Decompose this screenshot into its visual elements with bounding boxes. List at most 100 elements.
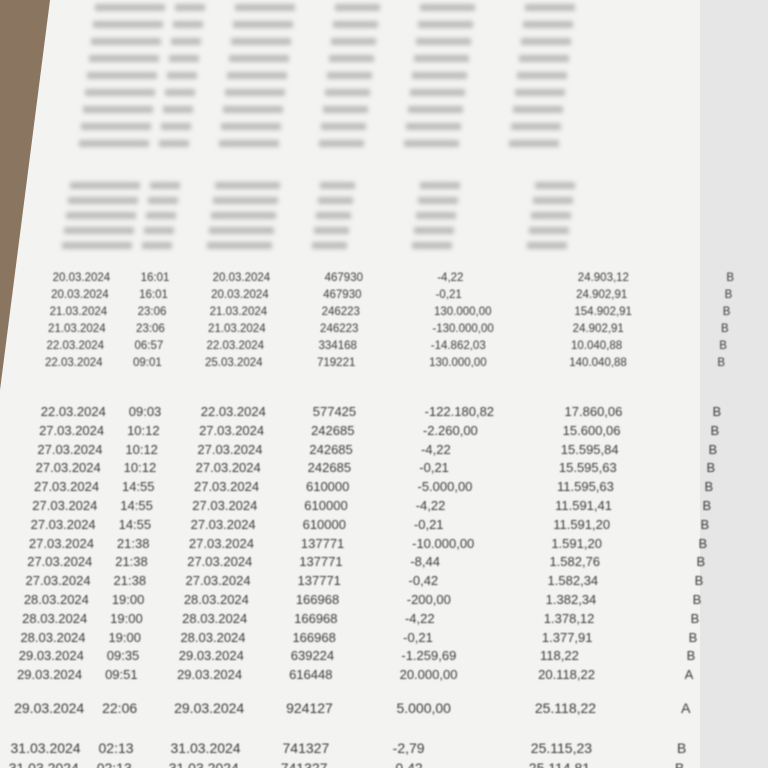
reference: 616448: [289, 667, 333, 683]
balance: 20.118,22: [538, 667, 595, 683]
blur-text: [223, 106, 283, 113]
blur-text: [414, 227, 454, 234]
booking-date: 28.03.2024: [22, 610, 88, 626]
balance: 1.377,91: [541, 629, 593, 645]
balance: 24.903,12: [577, 272, 629, 284]
blur-text: [521, 38, 571, 45]
blur-text: [68, 197, 138, 204]
blur-text: [414, 55, 469, 62]
time: 16:01: [140, 272, 170, 284]
value-date: 27.03.2024: [197, 441, 263, 457]
blur-text: [333, 21, 378, 28]
blur-text: [225, 89, 285, 96]
blur-text: [511, 123, 561, 130]
time: 14:55: [120, 498, 153, 513]
amount: -4,22: [404, 610, 435, 626]
blur-text: [89, 55, 159, 62]
type: B: [708, 441, 718, 457]
blur-text: [95, 4, 165, 11]
blur-text: [93, 21, 163, 28]
type: B: [704, 479, 714, 495]
blur-text: [418, 21, 473, 28]
value-date: 22.03.2024: [206, 340, 265, 352]
blur-text: [91, 38, 161, 45]
reference: 242685: [309, 441, 353, 457]
booking-date: 21.03.2024: [49, 306, 108, 318]
type: B: [696, 554, 706, 570]
time: 09:03: [128, 404, 162, 419]
blur-text: [227, 72, 287, 79]
balance: 1.582,76: [549, 554, 601, 570]
amount: -4,22: [415, 498, 446, 513]
blur-text: [159, 140, 189, 147]
value-date: 25.03.2024: [204, 357, 263, 369]
blur-text: [207, 242, 272, 249]
booking-date: 22.03.2024: [44, 357, 103, 369]
blur-text: [321, 123, 366, 130]
balance: 25.115,23: [530, 740, 593, 756]
value-date: 27.03.2024: [193, 479, 260, 495]
blur-text: [79, 140, 149, 147]
value-date: 31.03.2024: [170, 740, 241, 756]
type: B: [722, 306, 731, 318]
blur-text: [509, 140, 559, 147]
booking-date: 21.03.2024: [48, 323, 106, 335]
value-date: 27.03.2024: [187, 554, 253, 570]
time: 02:13: [96, 760, 132, 768]
time: 19:00: [108, 629, 141, 645]
value-date: 22.03.2024: [200, 404, 266, 419]
value-date: 29.03.2024: [177, 667, 243, 683]
blur-text: [219, 140, 279, 147]
reference: 334168: [318, 340, 357, 352]
blur-text: [148, 197, 178, 204]
time: 10:12: [127, 422, 160, 438]
booking-date: 27.03.2024: [30, 516, 96, 532]
blur-text: [531, 212, 571, 219]
amount: -200,00: [406, 592, 451, 607]
blur-text: [233, 21, 293, 28]
reference: 610000: [304, 498, 348, 513]
blur-text: [416, 212, 456, 219]
blur-text: [87, 72, 157, 79]
time: 21:38: [115, 554, 148, 570]
booking-date: 27.03.2024: [25, 573, 91, 589]
booking-date: 28.03.2024: [20, 629, 86, 645]
blur-text: [410, 89, 465, 96]
blur-text: [533, 197, 573, 204]
booking-date: 22.03.2024: [46, 340, 105, 352]
booking-date: 27.03.2024: [37, 441, 103, 457]
booking-date: 27.03.2024: [27, 554, 93, 570]
balance: 140.040,88: [569, 357, 627, 369]
reference: 741327: [282, 740, 330, 756]
blur-text: [335, 4, 380, 11]
blur-text: [404, 140, 459, 147]
reference: 137771: [299, 554, 343, 570]
reference: 610000: [305, 479, 350, 495]
blur-text: [231, 38, 291, 45]
blur-text: [418, 197, 458, 204]
time: 09:35: [106, 648, 140, 664]
booking-date: 29.03.2024: [17, 667, 83, 683]
blur-text: [221, 123, 281, 130]
blur-text: [525, 4, 575, 11]
value-date: 28.03.2024: [183, 592, 249, 607]
blur-text: [320, 182, 355, 189]
value-date: 27.03.2024: [185, 573, 251, 589]
reference: 577425: [312, 404, 357, 419]
value-date: 27.03.2024: [195, 460, 261, 476]
balance: 17.860,06: [564, 404, 623, 419]
reference: 137771: [300, 535, 345, 551]
type: B: [676, 740, 687, 756]
amount: 130.000,00: [429, 357, 487, 369]
blur-text: [420, 182, 460, 189]
balance: 1.378,12: [543, 610, 595, 626]
reference: 246223: [321, 306, 360, 318]
value-date: 21.03.2024: [208, 323, 266, 335]
booking-date: 28.03.2024: [23, 592, 89, 607]
reference: 137771: [297, 573, 341, 589]
balance: 25.118,22: [534, 700, 597, 716]
blur-text: [416, 38, 471, 45]
value-date: 29.03.2024: [178, 648, 244, 664]
paper-shade: [700, 0, 768, 768]
balance: 25.114,81: [528, 760, 591, 768]
